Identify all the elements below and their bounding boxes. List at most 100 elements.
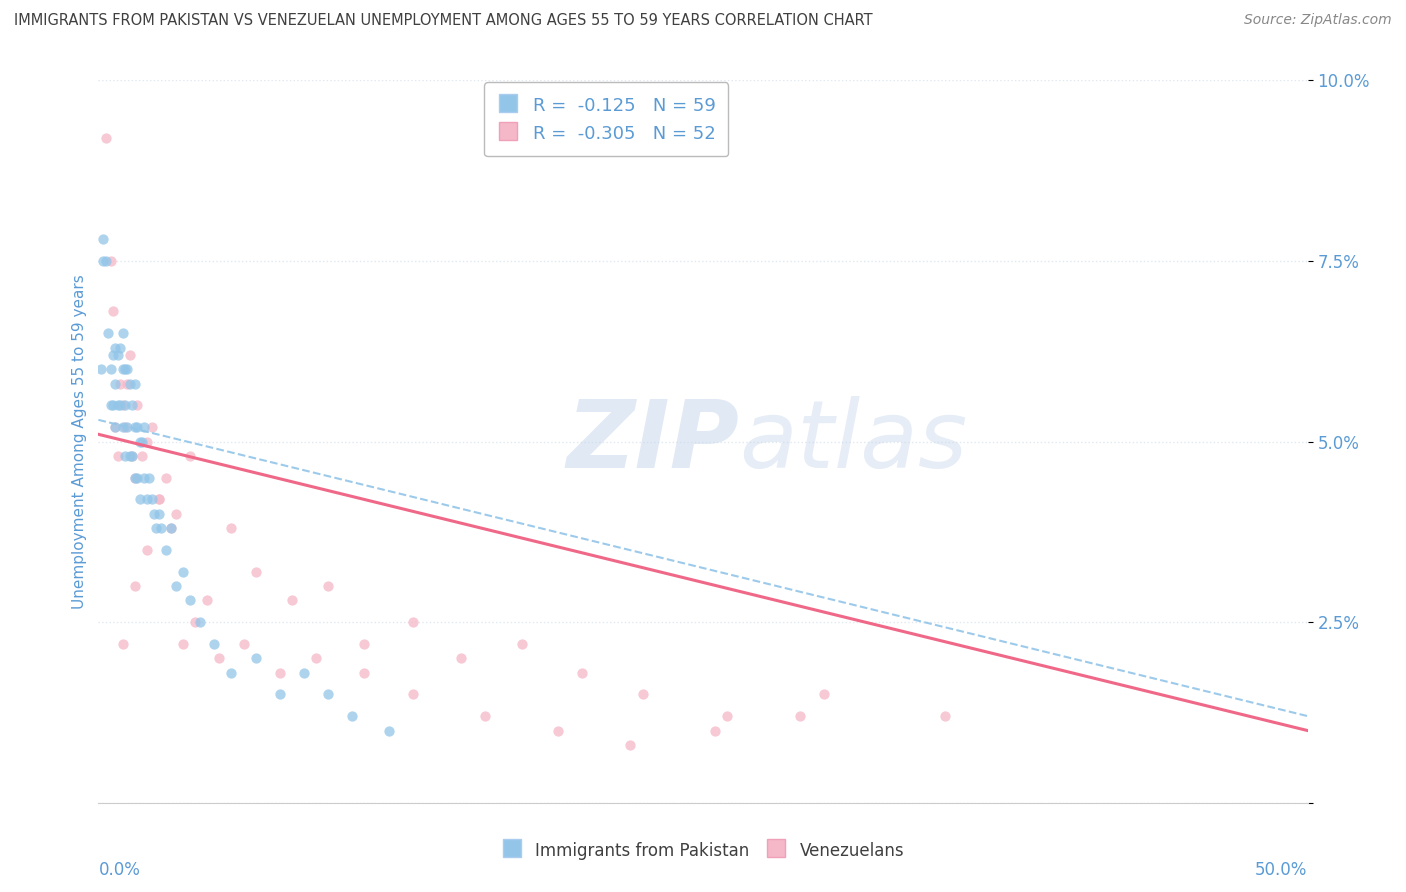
- Point: [111, 362, 134, 376]
- Point: [128, 434, 150, 449]
- Point: [195, 593, 218, 607]
- Point: [402, 615, 425, 630]
- Point: [124, 376, 146, 391]
- Point: [131, 434, 153, 449]
- Point: [172, 565, 194, 579]
- Point: [101, 304, 124, 318]
- Point: [91, 254, 114, 268]
- Point: [104, 420, 127, 434]
- Point: [172, 637, 194, 651]
- Point: [121, 398, 143, 412]
- Point: [121, 449, 143, 463]
- Point: [160, 521, 183, 535]
- Point: [118, 376, 141, 391]
- Point: [117, 420, 139, 434]
- Point: [94, 131, 117, 145]
- Point: [269, 687, 291, 701]
- Text: ZIP: ZIP: [567, 395, 740, 488]
- Y-axis label: Unemployment Among Ages 55 to 59 years: Unemployment Among Ages 55 to 59 years: [72, 274, 87, 609]
- Point: [148, 492, 170, 507]
- Point: [305, 651, 328, 665]
- Point: [131, 449, 153, 463]
- Point: [101, 348, 124, 362]
- Point: [117, 362, 139, 376]
- Point: [789, 709, 811, 723]
- Point: [124, 471, 146, 485]
- Point: [245, 651, 267, 665]
- Point: [101, 398, 124, 412]
- Point: [111, 326, 134, 340]
- Point: [104, 420, 127, 434]
- Point: [510, 637, 533, 651]
- Point: [631, 687, 654, 701]
- Text: IMMIGRANTS FROM PAKISTAN VS VENEZUELAN UNEMPLOYMENT AMONG AGES 55 TO 59 YEARS CO: IMMIGRANTS FROM PAKISTAN VS VENEZUELAN U…: [14, 13, 873, 29]
- Point: [108, 376, 131, 391]
- Point: [269, 665, 291, 680]
- Point: [204, 637, 226, 651]
- Point: [94, 254, 117, 268]
- Point: [107, 449, 129, 463]
- Point: [474, 709, 496, 723]
- Point: [100, 362, 122, 376]
- Point: [91, 232, 114, 246]
- Point: [104, 341, 127, 355]
- Text: 50.0%: 50.0%: [1256, 861, 1308, 879]
- Legend: Immigrants from Pakistan, Venezuelans: Immigrants from Pakistan, Venezuelans: [495, 834, 911, 867]
- Point: [165, 507, 187, 521]
- Point: [208, 651, 231, 665]
- Point: [716, 709, 738, 723]
- Point: [934, 709, 956, 723]
- Point: [127, 420, 149, 434]
- Point: [127, 471, 149, 485]
- Point: [111, 420, 134, 434]
- Point: [118, 348, 141, 362]
- Point: [114, 449, 136, 463]
- Point: [813, 687, 835, 701]
- Point: [155, 471, 177, 485]
- Point: [353, 637, 375, 651]
- Point: [104, 376, 127, 391]
- Point: [97, 326, 120, 340]
- Point: [184, 615, 207, 630]
- Point: [141, 492, 163, 507]
- Point: [165, 579, 187, 593]
- Point: [571, 665, 593, 680]
- Point: [145, 521, 167, 535]
- Point: [292, 665, 315, 680]
- Point: [114, 398, 136, 412]
- Point: [619, 738, 641, 752]
- Point: [127, 398, 149, 412]
- Point: [107, 398, 129, 412]
- Point: [121, 449, 143, 463]
- Point: [128, 492, 150, 507]
- Point: [111, 398, 134, 412]
- Point: [450, 651, 472, 665]
- Point: [245, 565, 267, 579]
- Point: [114, 420, 136, 434]
- Point: [232, 637, 254, 651]
- Text: atlas: atlas: [740, 396, 967, 487]
- Point: [179, 593, 201, 607]
- Point: [90, 362, 112, 376]
- Text: Source: ZipAtlas.com: Source: ZipAtlas.com: [1244, 13, 1392, 28]
- Point: [100, 254, 122, 268]
- Point: [316, 579, 339, 593]
- Point: [148, 492, 170, 507]
- Point: [316, 687, 339, 701]
- Point: [134, 471, 156, 485]
- Point: [134, 420, 156, 434]
- Point: [108, 341, 131, 355]
- Point: [188, 615, 211, 630]
- Point: [353, 665, 375, 680]
- Point: [221, 521, 243, 535]
- Point: [114, 362, 136, 376]
- Point: [402, 687, 425, 701]
- Point: [138, 471, 160, 485]
- Point: [148, 507, 170, 521]
- Point: [704, 723, 727, 738]
- Point: [100, 398, 122, 412]
- Point: [143, 507, 166, 521]
- Text: 0.0%: 0.0%: [98, 861, 141, 879]
- Point: [111, 637, 134, 651]
- Point: [135, 492, 157, 507]
